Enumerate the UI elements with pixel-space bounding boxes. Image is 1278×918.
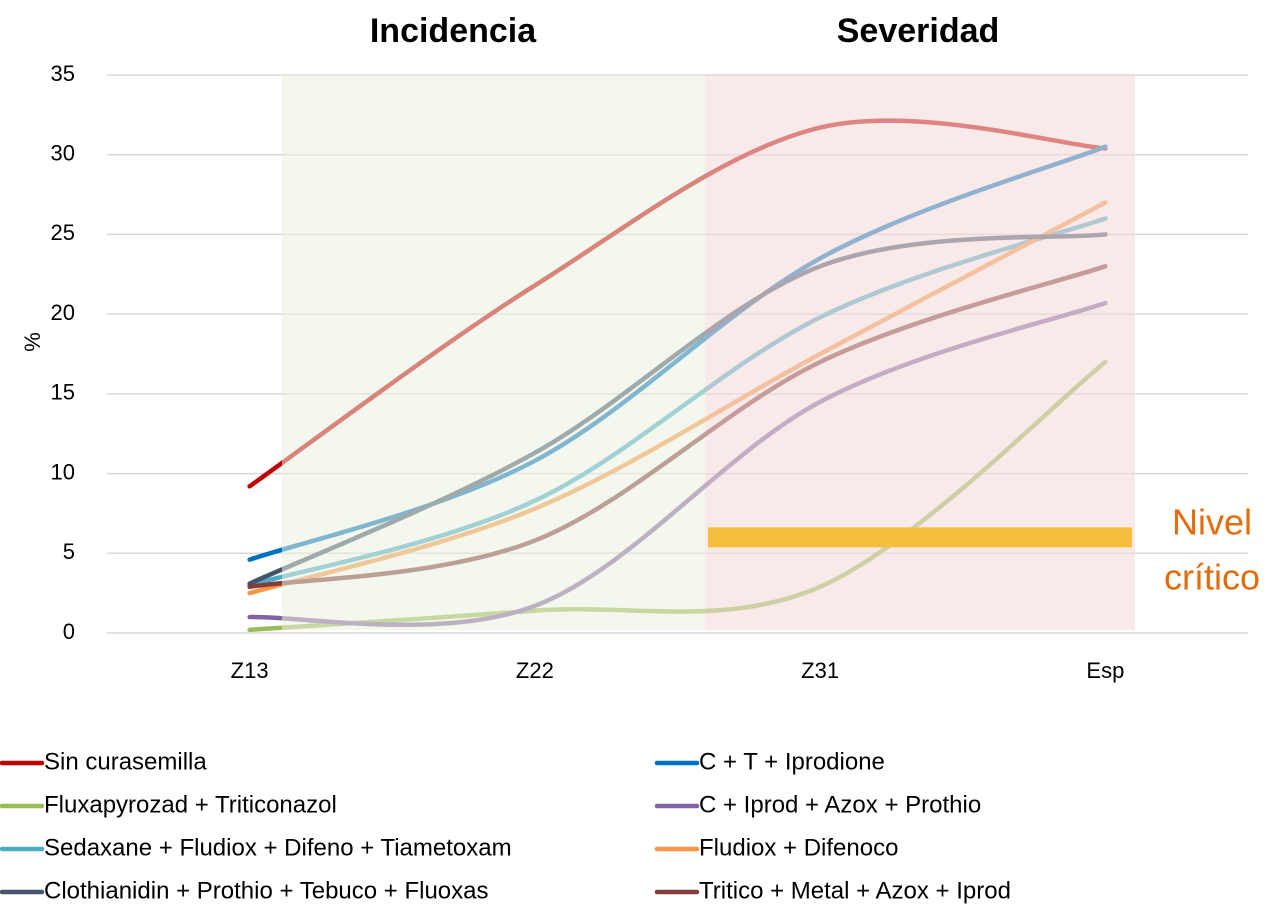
- y-tick-label: 10: [51, 459, 75, 484]
- legend-label: Fluxapyrozad + Triticonazol: [44, 791, 337, 818]
- legend-label: C + Iprod + Azox + Prothio: [699, 791, 981, 818]
- incidence-region: [282, 75, 705, 630]
- y-tick-label: 35: [51, 61, 75, 86]
- x-tick-label: Z13: [231, 658, 269, 683]
- region-title: Incidencia: [370, 12, 537, 50]
- legend-label: Fludiox + Difenoco: [699, 834, 898, 861]
- y-axis-label: %: [20, 332, 45, 352]
- legend-label: Tritico + Metal + Azox + Iprod: [699, 877, 1011, 904]
- legend-label: Clothianidin + Prothio + Tebuco + Fluoxa…: [44, 877, 489, 904]
- y-tick-label: 25: [51, 220, 75, 245]
- y-tick-label: 15: [51, 380, 75, 405]
- region-title: Severidad: [837, 12, 1000, 50]
- y-tick-label: 30: [51, 141, 75, 166]
- critical-label: Nivel: [1172, 502, 1252, 543]
- legend-label: C + T + Iprodione: [699, 748, 885, 775]
- x-tick-label: Z31: [801, 658, 839, 683]
- y-tick-label: 20: [51, 300, 75, 325]
- critical-label: crítico: [1164, 557, 1260, 598]
- y-tick-label: 5: [63, 539, 75, 564]
- legend-label: Sedaxane + Fludiox + Difeno + Tiametoxam: [44, 834, 512, 861]
- x-tick-label: Z22: [516, 658, 554, 683]
- legend-label: Sin curasemilla: [44, 748, 207, 775]
- x-tick-label: Esp: [1086, 658, 1124, 683]
- y-tick-label: 0: [63, 619, 75, 644]
